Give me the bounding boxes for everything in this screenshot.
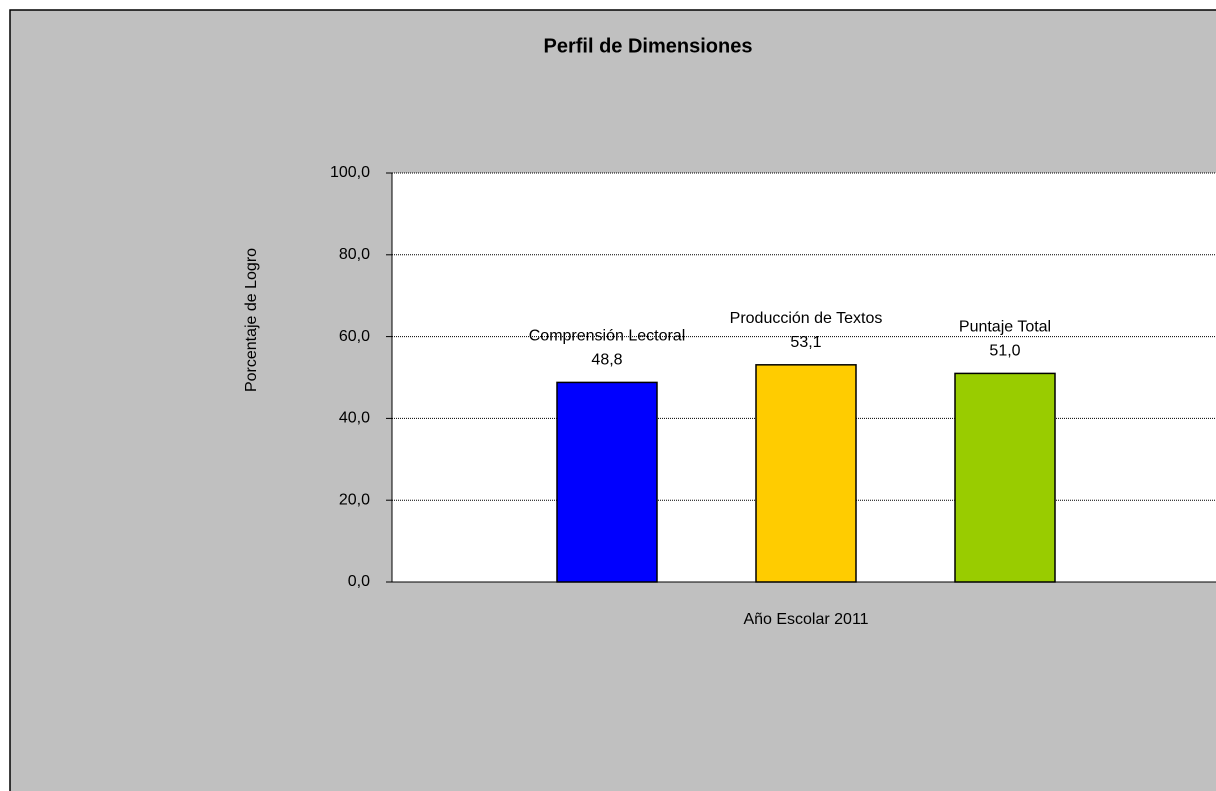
data-label: 53,1 [790,334,821,351]
bar [556,381,658,583]
x-tick-label: Año Escolar 2011 [743,611,868,628]
y-tick-label: 60,0 [339,328,370,345]
y-tick-label: 40,0 [339,410,370,427]
series-label: Producción de Textos [730,310,883,327]
series-label: Puntaje Total [959,319,1051,336]
y-tick-label: 20,0 [339,491,370,508]
bar [755,364,857,583]
bar [954,372,1056,583]
y-axis-title: Porcentaje de Logro [243,248,260,392]
chart-title: Perfil de Dimensiones [544,35,753,57]
data-label: 48,8 [591,352,622,369]
y-tick-label: 80,0 [339,246,370,263]
data-label: 51,0 [989,343,1020,360]
y-tick-label: 100,0 [330,164,370,181]
y-tick-label: 0,0 [348,573,370,590]
series-label: Comprensión Lectoral [529,328,686,345]
